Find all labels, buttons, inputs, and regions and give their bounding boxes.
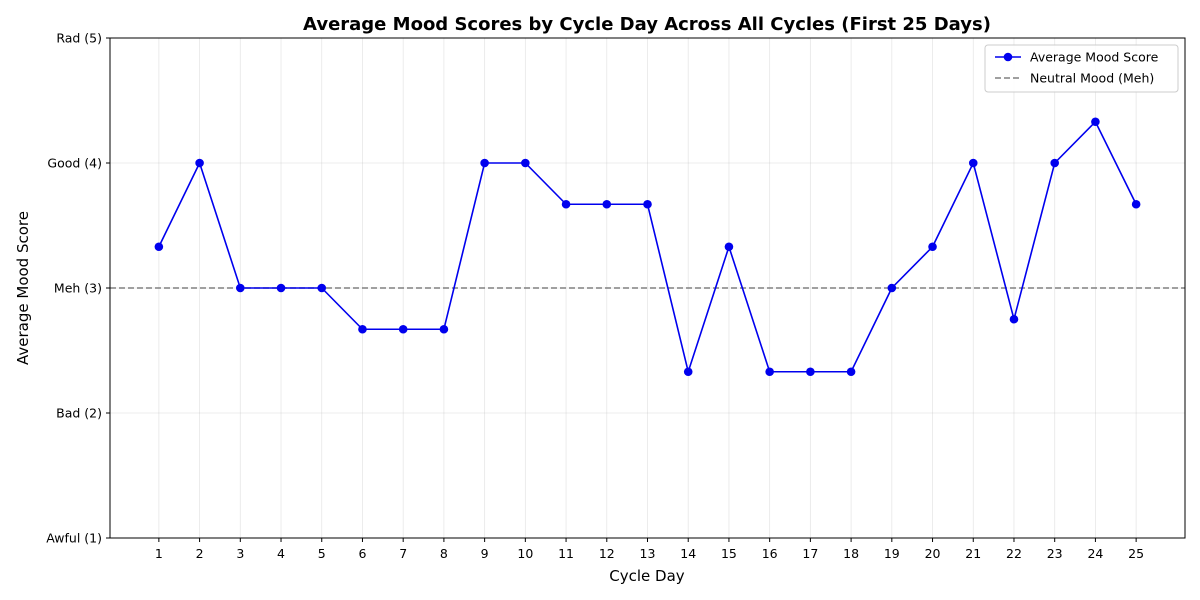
- data-point: [724, 242, 734, 252]
- data-point: [317, 283, 327, 293]
- x-tick-label: 7: [399, 546, 407, 561]
- y-tick-label: Meh (3): [54, 281, 102, 296]
- data-point: [1009, 314, 1019, 324]
- y-axis-label: Average Mood Score: [14, 211, 32, 365]
- legend-series-marker: [1003, 52, 1013, 62]
- data-point: [358, 324, 367, 334]
- data-point: [1050, 158, 1059, 168]
- y-tick-label: Awful (1): [46, 531, 102, 546]
- x-tick-label: 22: [1006, 546, 1022, 561]
- x-tick-label: 4: [277, 546, 285, 561]
- y-tick-label: Rad (5): [56, 31, 102, 46]
- x-tick-label: 18: [843, 546, 859, 561]
- x-tick-label: 5: [318, 546, 326, 561]
- y-tick-label: Bad (2): [56, 406, 102, 421]
- data-point: [806, 367, 815, 377]
- x-tick-label: 9: [481, 546, 489, 561]
- data-point: [846, 367, 856, 377]
- legend: Average Mood Score Neutral Mood (Meh): [984, 44, 1179, 93]
- x-tick-label: 15: [721, 546, 737, 561]
- x-tick-label: 16: [762, 546, 778, 561]
- legend-box: [984, 44, 1179, 93]
- data-point: [439, 324, 449, 334]
- x-tick-label: 11: [558, 546, 574, 561]
- data-point: [480, 158, 489, 168]
- x-tick-label: 3: [236, 546, 244, 561]
- x-tick-label: 23: [1047, 546, 1063, 561]
- x-tick-label: 17: [802, 546, 818, 561]
- data-point: [521, 158, 530, 168]
- x-tick-label: 13: [640, 546, 656, 561]
- data-point: [398, 324, 408, 334]
- data-point: [765, 367, 774, 377]
- x-tick-label: 1: [155, 546, 163, 561]
- data-point: [683, 367, 693, 377]
- data-point: [236, 283, 245, 293]
- series-layer: [154, 117, 1141, 377]
- y-axis-ticks: Awful (1) Bad (2) Meh (3) Good (4) Rad (5): [46, 31, 110, 546]
- x-tick-label: 20: [925, 546, 941, 561]
- data-point: [602, 199, 612, 209]
- x-tick-label: 6: [358, 546, 366, 561]
- data-point: [928, 242, 937, 252]
- x-tick-label: 25: [1128, 546, 1144, 561]
- x-tick-label: 12: [599, 546, 615, 561]
- legend-reference-label: Neutral Mood (Meh): [1030, 71, 1154, 86]
- data-point: [643, 199, 652, 209]
- data-point: [1131, 199, 1141, 209]
- x-tick-label: 19: [884, 546, 900, 561]
- x-tick-label: 10: [517, 546, 533, 561]
- legend-series-label: Average Mood Score: [1030, 50, 1159, 65]
- data-point: [195, 158, 204, 168]
- data-point: [561, 199, 571, 209]
- y-tick-label: Good (4): [47, 156, 102, 171]
- x-tick-label: 8: [440, 546, 448, 561]
- data-point: [1091, 117, 1100, 127]
- chart-title: Average Mood Scores by Cycle Day Across …: [303, 14, 991, 35]
- x-axis-label: Cycle Day: [609, 567, 685, 585]
- x-axis-ticks: 1 2 3 4 5 6 7 8 9 10 11 12 13 14 15 16 17 18 19 20 21 22 23 24 2…: [155, 538, 1144, 561]
- data-point: [276, 283, 286, 293]
- data-point: [968, 158, 978, 168]
- x-tick-label: 2: [196, 546, 204, 561]
- x-tick-label: 24: [1087, 546, 1103, 561]
- data-point: [887, 283, 897, 293]
- x-tick-label: 21: [965, 546, 981, 561]
- x-tick-label: 14: [680, 546, 696, 561]
- data-point: [154, 242, 164, 252]
